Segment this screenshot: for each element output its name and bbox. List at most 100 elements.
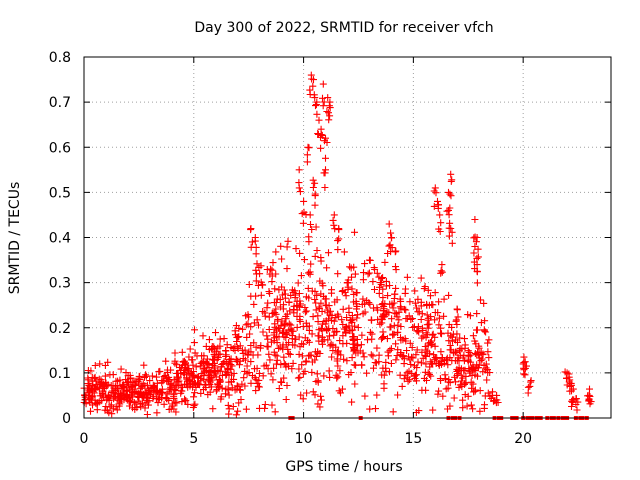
data-point bbox=[278, 291, 286, 299]
data-point bbox=[369, 278, 377, 286]
data-point bbox=[211, 352, 219, 360]
data-point bbox=[375, 273, 383, 281]
data-point bbox=[225, 410, 233, 418]
data-point bbox=[164, 366, 171, 374]
data-point bbox=[255, 370, 263, 377]
data-point bbox=[127, 398, 135, 406]
data-points bbox=[80, 71, 595, 420]
data-point bbox=[440, 312, 448, 320]
data-point bbox=[484, 389, 492, 397]
data-point bbox=[109, 382, 117, 390]
data-point bbox=[455, 367, 462, 374]
data-point bbox=[415, 407, 423, 415]
data-point bbox=[153, 373, 160, 381]
data-point bbox=[245, 281, 253, 288]
data-point bbox=[297, 272, 305, 280]
x-tick-label: 0 bbox=[80, 431, 89, 447]
data-point bbox=[114, 385, 122, 392]
data-point bbox=[334, 246, 342, 254]
data-point bbox=[304, 336, 311, 344]
data-point bbox=[424, 316, 432, 324]
data-point bbox=[394, 321, 402, 329]
data-point bbox=[473, 254, 481, 262]
data-point bbox=[459, 396, 467, 404]
data-point bbox=[261, 404, 269, 412]
data-point bbox=[470, 258, 478, 266]
data-point bbox=[361, 392, 369, 400]
data-point bbox=[313, 291, 321, 299]
data-point bbox=[351, 380, 359, 388]
data-point bbox=[309, 184, 317, 191]
data-point bbox=[453, 321, 461, 328]
data-point bbox=[445, 232, 453, 240]
data-point bbox=[279, 345, 287, 353]
data-point bbox=[227, 344, 235, 352]
data-point bbox=[318, 308, 326, 315]
data-point bbox=[295, 166, 303, 174]
data-point bbox=[489, 388, 496, 396]
data-point bbox=[282, 315, 290, 323]
data-point bbox=[333, 296, 341, 304]
data-point bbox=[523, 362, 530, 370]
data-point bbox=[396, 371, 404, 379]
data-point bbox=[299, 370, 307, 378]
data-point bbox=[424, 369, 432, 377]
data-point bbox=[460, 351, 468, 359]
data-point bbox=[418, 348, 426, 356]
data-point bbox=[289, 359, 297, 367]
data-point bbox=[586, 385, 593, 393]
data-point bbox=[216, 376, 224, 384]
data-point bbox=[387, 360, 395, 367]
data-point bbox=[423, 376, 430, 384]
data-point bbox=[340, 355, 348, 363]
data-point bbox=[409, 324, 417, 331]
data-point bbox=[101, 372, 109, 380]
data-point bbox=[402, 306, 410, 314]
data-point bbox=[135, 380, 143, 388]
data-point bbox=[251, 237, 259, 245]
data-point bbox=[470, 363, 478, 371]
data-point bbox=[413, 327, 421, 335]
data-point bbox=[183, 377, 191, 385]
data-point bbox=[350, 344, 358, 352]
data-point bbox=[311, 179, 319, 187]
data-point bbox=[286, 350, 294, 358]
data-point bbox=[452, 378, 459, 386]
data-point bbox=[368, 335, 376, 343]
data-point bbox=[428, 360, 435, 368]
data-point bbox=[342, 292, 350, 300]
data-point bbox=[300, 197, 308, 205]
data-point bbox=[462, 372, 470, 380]
data-point bbox=[480, 299, 488, 307]
data-point bbox=[394, 391, 402, 399]
data-point bbox=[314, 349, 322, 357]
data-point bbox=[312, 102, 319, 110]
data-point bbox=[271, 351, 279, 359]
data-point bbox=[350, 298, 357, 306]
data-point bbox=[438, 268, 446, 276]
data-point bbox=[381, 258, 389, 266]
data-point bbox=[307, 351, 315, 359]
data-point bbox=[256, 344, 264, 352]
data-point bbox=[379, 328, 387, 336]
data-point bbox=[360, 353, 368, 361]
data-point bbox=[273, 339, 281, 347]
data-point bbox=[469, 380, 477, 388]
data-point bbox=[473, 326, 481, 334]
data-point bbox=[348, 318, 356, 326]
data-point bbox=[285, 350, 293, 358]
data-point bbox=[191, 326, 198, 334]
data-point bbox=[378, 335, 385, 343]
data-point bbox=[373, 391, 381, 399]
data-point bbox=[464, 347, 472, 355]
data-point bbox=[254, 281, 262, 289]
data-point bbox=[484, 348, 492, 356]
data-point bbox=[320, 372, 328, 380]
data-point bbox=[288, 332, 296, 340]
data-point bbox=[258, 281, 266, 289]
data-point bbox=[235, 333, 243, 341]
data-point bbox=[152, 395, 160, 403]
data-point bbox=[263, 304, 271, 312]
data-point bbox=[178, 387, 186, 395]
